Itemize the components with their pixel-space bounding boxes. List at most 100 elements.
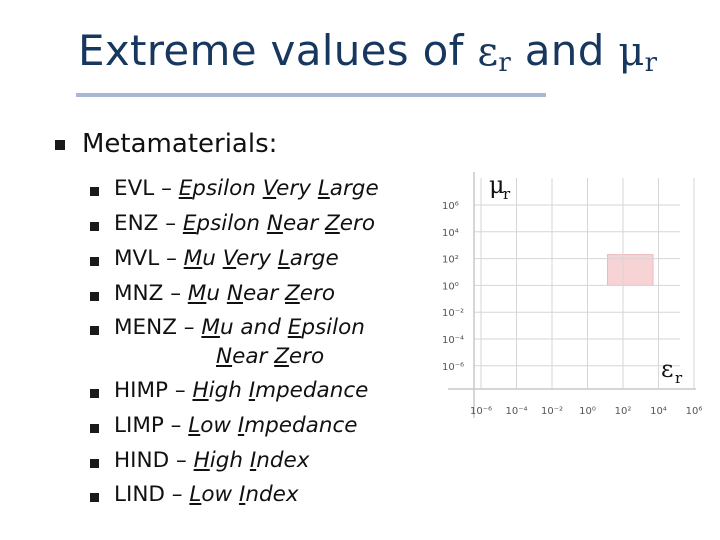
x-tick-label: 10⁴ <box>650 406 667 417</box>
list-item: LIMP – Low Impedance <box>114 413 358 438</box>
bullet-square-icon <box>90 257 99 266</box>
list-item: HIND – High Index <box>114 448 309 473</box>
word-rest: ear <box>242 281 279 306</box>
bullet-square-icon <box>90 459 99 468</box>
list-item: MENZ – Mu and Epsilon <box>114 315 365 340</box>
word-rest: u <box>206 281 220 306</box>
acronym-letter: I <box>248 378 256 403</box>
x-tick-label: 10⁻² <box>541 406 563 417</box>
mu-subscript: r <box>644 48 658 78</box>
epsilon-subscript: r <box>498 48 512 78</box>
title-text: Extreme values of <box>78 26 478 75</box>
word-rest: igh <box>208 378 242 403</box>
word-rest: ery <box>276 176 311 201</box>
item-abbreviation: HIMP <box>114 378 169 403</box>
word-rest: mpedance <box>255 378 369 403</box>
x-axis-label: ε <box>661 355 673 383</box>
word-rest: ndex <box>256 448 310 473</box>
epsilon-symbol: ε <box>477 29 499 75</box>
acronym-letter: N <box>266 211 283 236</box>
word-rest: arge <box>289 246 339 271</box>
x-axis-label-subscript: r <box>675 369 683 387</box>
item-abbreviation: MENZ <box>114 315 177 340</box>
y-tick-label: 10⁻⁶ <box>442 362 464 373</box>
bullet-square-icon <box>90 493 99 502</box>
item-abbreviation: MNZ <box>114 281 164 306</box>
acronym-letter: V <box>222 246 237 271</box>
list-item: MNZ – Mu Near Zero <box>114 281 335 306</box>
item-abbreviation: EVL <box>114 176 155 201</box>
acronym-letter: H <box>193 448 210 473</box>
bullet-square-icon <box>90 292 99 301</box>
acronym-letter: V <box>262 176 277 201</box>
y-tick-label: 10⁻⁴ <box>442 335 464 346</box>
item-separator: – <box>159 246 184 271</box>
word-rest: ero <box>299 281 335 306</box>
acronym-letter: I <box>249 448 257 473</box>
word-rest: ow <box>201 482 233 507</box>
y-tick-label: 10² <box>442 255 459 266</box>
acronym-letter: E <box>178 176 193 201</box>
word-rest: psilon <box>192 176 256 201</box>
item-separator: – <box>154 176 179 201</box>
acronym-letter: H <box>192 378 209 403</box>
bullet-square-icon <box>90 326 99 335</box>
x-tick-label: 10⁻⁶ <box>470 406 492 417</box>
acronym-letter: M <box>187 281 207 306</box>
word-rest: ndex <box>245 482 299 507</box>
y-axis-label-subscript: r <box>503 185 511 203</box>
word-rest: ero <box>339 211 375 236</box>
word-rest: mpedance <box>244 413 358 438</box>
list-item-continuation: Near Zero <box>216 344 324 369</box>
section-label: Metamaterials: <box>82 129 278 159</box>
acronym-letter: E <box>182 211 197 236</box>
title-underline <box>76 93 546 97</box>
acronym-letter: I <box>237 413 245 438</box>
y-axis-label: μ <box>489 171 505 199</box>
word-rest: ow <box>200 413 231 438</box>
acronym-letter: L <box>188 413 201 438</box>
word-rest: ear <box>282 211 319 236</box>
list-item: EVL – Epsilon Very Large <box>114 176 379 201</box>
list-item: HIMP – High Impedance <box>114 378 368 403</box>
bullet-square-icon <box>90 187 99 196</box>
acronym-letter: M <box>183 246 203 271</box>
item-abbreviation: LIMP <box>114 413 164 438</box>
slide-title: Extreme values of εr and μr <box>78 26 658 78</box>
bullet-square-icon <box>55 140 65 150</box>
list-item: MVL – Mu Very Large <box>114 246 339 271</box>
y-tick-label: 10⁻² <box>442 308 464 319</box>
acronym-letter: N <box>226 281 243 306</box>
list-item: LIND – Low Index <box>114 482 299 507</box>
acronym-letter: L <box>277 246 290 271</box>
acronym-letter: Z <box>325 211 340 236</box>
list-item: ENZ – Epsilon Near Zero <box>114 211 375 236</box>
y-tick-label: 10⁶ <box>442 201 459 212</box>
word-rest: and <box>240 315 281 340</box>
word-rest: ear <box>232 344 268 369</box>
item-separator: – <box>163 281 188 306</box>
word-rest: psilon <box>301 315 365 340</box>
highlight-region <box>607 254 654 286</box>
word-rest: ero <box>288 344 325 369</box>
item-separator: – <box>158 211 183 236</box>
x-tick-label: 10² <box>615 406 632 417</box>
item-separator: – <box>169 448 194 473</box>
item-abbreviation: MVL <box>114 246 160 271</box>
word-rest: psilon <box>196 211 260 236</box>
acronym-letter: Z <box>274 344 289 369</box>
item-separator: – <box>168 378 193 403</box>
item-abbreviation: HIND <box>114 448 170 473</box>
item-separator: – <box>164 482 190 507</box>
x-tick-label: 10⁻⁴ <box>505 406 527 417</box>
word-rest: ery <box>236 246 271 271</box>
acronym-letter: L <box>189 482 202 507</box>
acronym-letter: N <box>216 344 233 369</box>
item-separator: – <box>176 315 202 340</box>
word-rest: u <box>219 315 234 340</box>
acronym-letter: E <box>287 315 302 340</box>
bullet-square-icon <box>90 424 99 433</box>
item-abbreviation: LIND <box>114 482 165 507</box>
word-rest: u <box>202 246 216 271</box>
